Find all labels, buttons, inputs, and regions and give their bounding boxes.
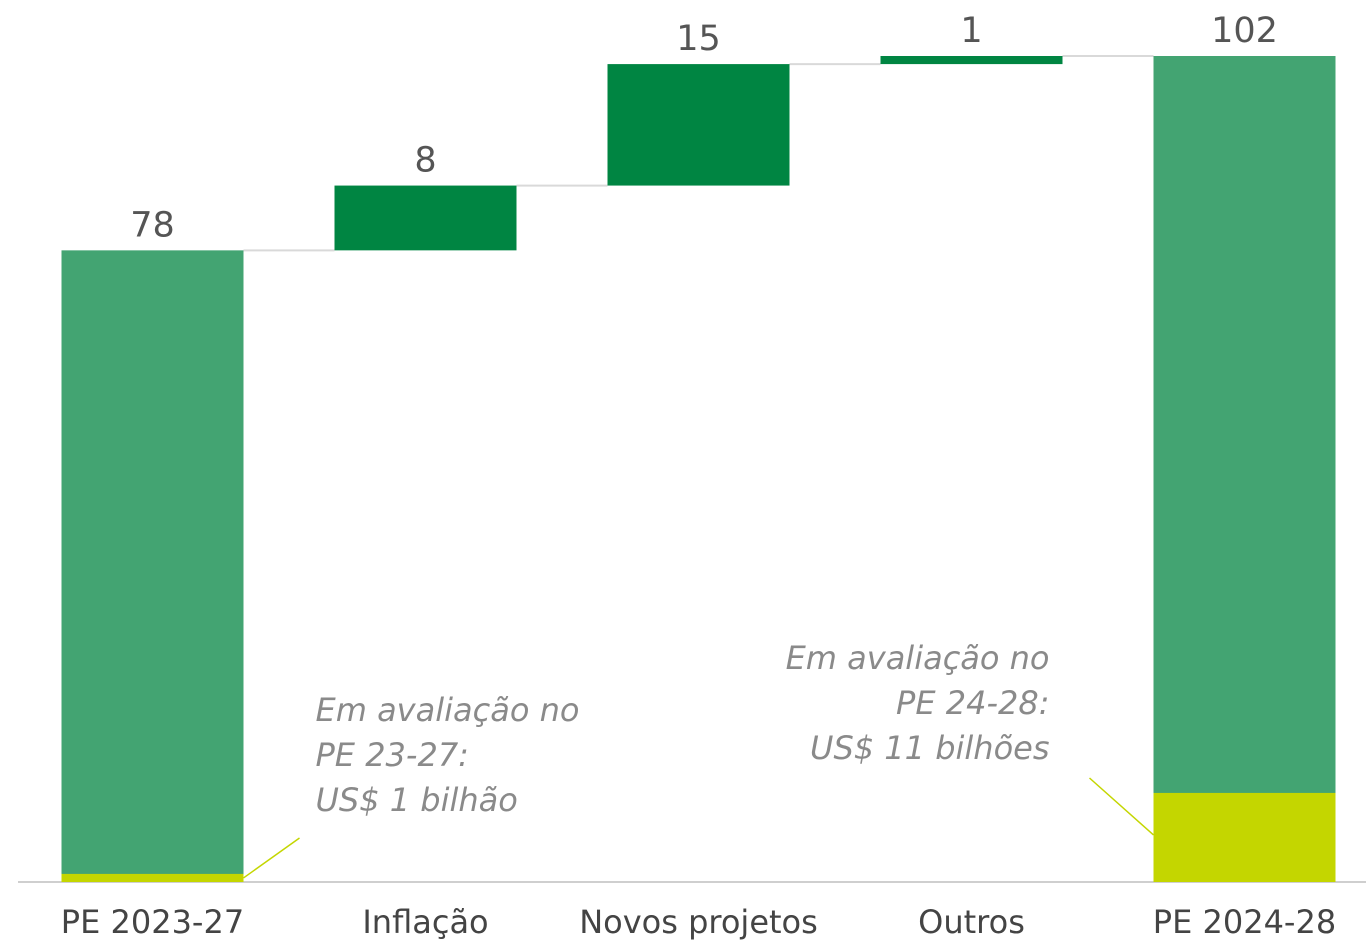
category-label: Novos projetos [579, 903, 818, 941]
category-label: Inflação [362, 903, 488, 941]
annotation: Em avaliação no [316, 691, 580, 729]
value-label: 78 [130, 205, 175, 245]
annotation: US$ 11 bilhões [810, 729, 1049, 767]
value-label: 102 [1211, 11, 1278, 51]
leader-line [1089, 777, 1154, 836]
category-label: PE 2023-27 [61, 903, 244, 941]
highlight-bar [1153, 792, 1336, 882]
delta-bar [880, 56, 1063, 65]
delta-bar [607, 64, 790, 186]
delta-bar [334, 185, 517, 251]
value-label: 8 [414, 141, 436, 181]
annotation: PE 23-27: [316, 736, 469, 774]
leader-line [243, 837, 300, 879]
value-label: 15 [676, 19, 721, 59]
total-bar [1153, 56, 1336, 882]
annotation: US$ 1 bilhão [316, 781, 518, 819]
highlight-bar [61, 873, 244, 882]
annotation: Em avaliação no [786, 639, 1050, 677]
total-bar [61, 250, 244, 883]
category-label: PE 2024-28 [1153, 903, 1336, 941]
category-label: Outros [918, 903, 1025, 941]
value-label: 1 [960, 11, 982, 51]
annotation: PE 24-28: [896, 684, 1049, 722]
